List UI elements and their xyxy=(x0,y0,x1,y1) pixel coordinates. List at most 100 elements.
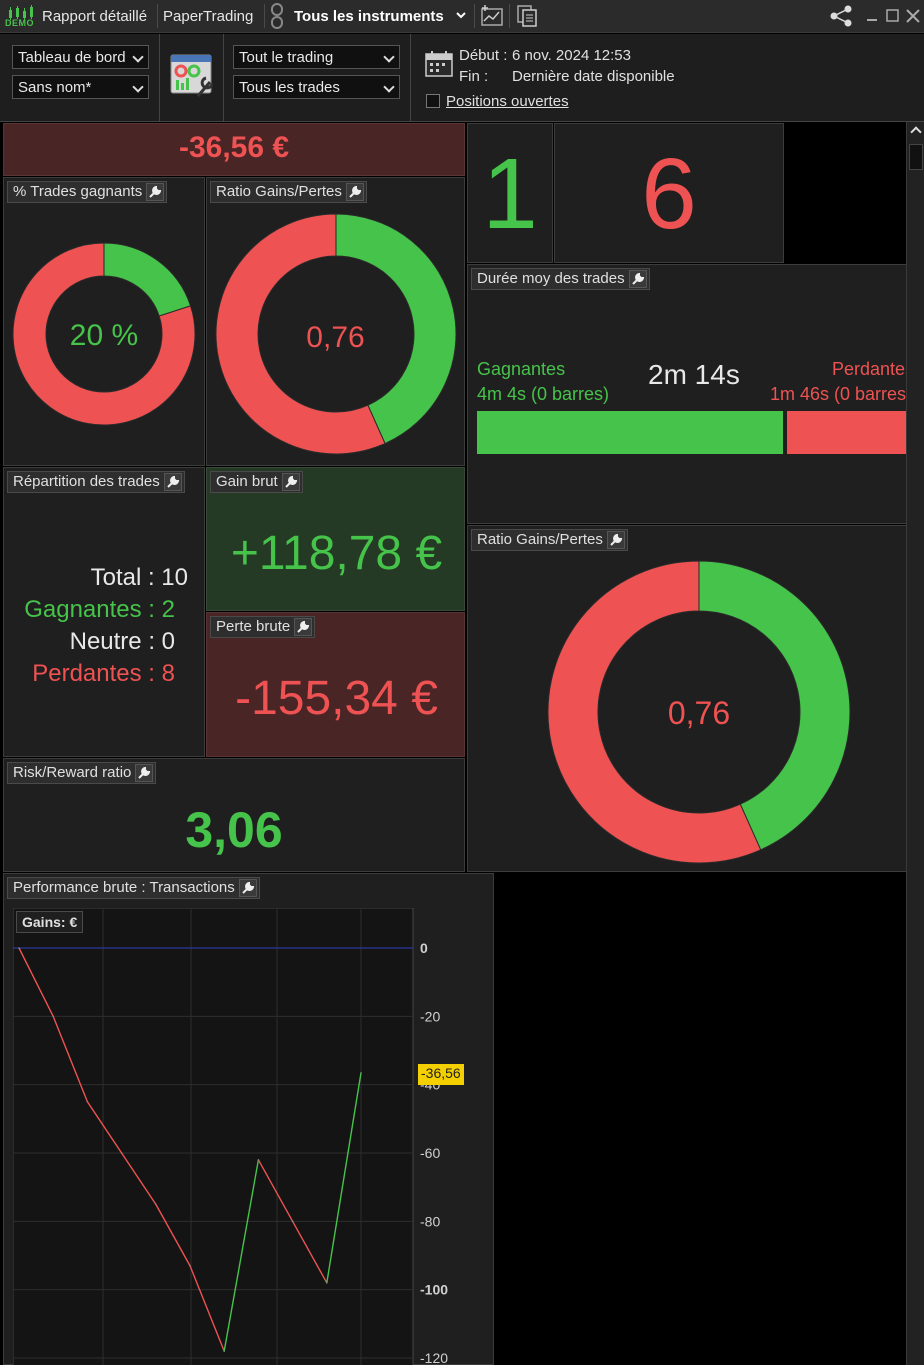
gross-loss-value: -155,34 € xyxy=(235,672,438,725)
wrench-icon[interactable] xyxy=(135,764,154,782)
data-point xyxy=(120,1152,123,1154)
ratio-small-donut xyxy=(215,213,457,455)
win-pct-loss-slice xyxy=(12,242,196,426)
line-segment xyxy=(257,1159,294,1222)
ratio-big-loss-slice xyxy=(547,560,762,864)
ratio-big-value: 0,76 xyxy=(667,695,731,731)
duration-loss-bar xyxy=(787,411,907,454)
line-segment xyxy=(86,1101,123,1154)
win-percentage-donut xyxy=(12,242,196,426)
trades-filter-select[interactable]: Tous les trades xyxy=(233,75,400,99)
panel-title-text: Perte brute xyxy=(216,618,291,635)
share-icon[interactable] xyxy=(828,4,856,28)
separator xyxy=(157,4,158,28)
duration-average: 2m 14s xyxy=(648,359,740,390)
open-positions-link[interactable]: Positions ouvertes xyxy=(446,93,569,110)
risk-reward-panel: Risk/Reward ratio 3,06 xyxy=(3,758,465,872)
data-point xyxy=(18,947,20,949)
wrench-icon[interactable] xyxy=(146,183,165,201)
gross-gain-value: +118,78 € xyxy=(230,527,443,580)
wrench-icon[interactable] xyxy=(628,270,647,288)
demo-label: DEMO xyxy=(5,18,34,28)
maximize-icon[interactable] xyxy=(886,9,899,22)
winning-count-panel: 1 xyxy=(467,123,553,263)
calendar-icon[interactable] xyxy=(424,49,454,79)
gross-loss-panel: Perte brute -155,34 € xyxy=(206,612,465,757)
avg-duration-panel: Durée moy des trades Gagnantes 4m 4s (0 … xyxy=(467,264,914,524)
ratio-small-loss-slice xyxy=(215,213,386,455)
y-tick-label: -100 xyxy=(420,1282,448,1298)
data-point xyxy=(52,1015,54,1018)
panel-title: Durée moy des trades xyxy=(471,268,650,290)
dashboard-select[interactable]: Tableau de bord xyxy=(12,45,149,69)
data-point xyxy=(223,1350,225,1352)
panel-title-text: Ratio Gains/Pertes xyxy=(477,531,603,548)
wrench-icon[interactable] xyxy=(606,531,625,549)
separator xyxy=(474,4,475,28)
trading-scope-select[interactable]: Tout le trading xyxy=(233,45,400,69)
instruments-dropdown[interactable]: Tous les instruments xyxy=(294,8,444,25)
data-point xyxy=(257,1159,260,1161)
performance-chart[interactable]: 0-20-40-60-80-100-120 xyxy=(13,908,491,1365)
start-date-label: Début : xyxy=(459,47,508,64)
duration-loss-label: Perdantes xyxy=(832,359,915,379)
layout-name-value: Sans nom* xyxy=(18,79,92,96)
wrench-icon[interactable] xyxy=(281,473,300,491)
tab-rapport-detaille[interactable]: Rapport détaillé xyxy=(42,8,148,25)
line-segment xyxy=(223,1159,260,1352)
chevron-down-icon[interactable] xyxy=(456,12,466,20)
data-point xyxy=(155,1203,157,1206)
add-chart-icon[interactable] xyxy=(479,3,505,29)
losing-count-value: 6 xyxy=(641,138,697,250)
trading-scope-value: Tout le trading xyxy=(239,49,334,66)
wrench-icon[interactable] xyxy=(238,879,257,897)
link-chain-icon[interactable] xyxy=(268,3,286,29)
start-date-value[interactable]: 6 nov. 2024 12:53 xyxy=(512,47,631,64)
separator xyxy=(410,34,411,122)
trade-distribution-panel: Répartition des trades Total : 10 Gagnan… xyxy=(3,467,205,757)
panel-title: Répartition des trades xyxy=(7,471,185,493)
current-value-marker: -36,56 xyxy=(418,1064,464,1085)
ratio-big-panel: Ratio Gains/Pertes 0,76 xyxy=(467,525,907,872)
trades-filter-value: Tous les trades xyxy=(239,79,340,96)
line-segment xyxy=(189,1265,225,1352)
distribution-neutral: Neutre : 0 xyxy=(69,628,175,655)
scroll-thumb[interactable] xyxy=(909,144,923,170)
ratio-big-donut xyxy=(547,560,851,864)
wrench-icon[interactable] xyxy=(345,183,364,201)
winning-count-value: 1 xyxy=(482,138,538,250)
dashboard-select-value: Tableau de bord xyxy=(18,49,126,66)
scroll-up-icon[interactable] xyxy=(910,126,922,138)
tab-papertrading[interactable]: PaperTrading xyxy=(163,8,254,25)
open-positions-checkbox[interactable] xyxy=(426,94,440,108)
panel-title: Gain brut xyxy=(210,471,303,493)
panel-title-text: Répartition des trades xyxy=(13,473,160,490)
document-icon[interactable] xyxy=(514,3,540,29)
panel-title: Perte brute xyxy=(210,616,316,638)
vertical-scrollbar[interactable] xyxy=(906,122,924,1365)
performance-panel: Performance brute : Transactions 0-20-40… xyxy=(3,873,494,1365)
chevron-down-icon xyxy=(132,81,144,93)
data-point xyxy=(360,1072,362,1074)
line-segment xyxy=(155,1203,191,1267)
ratio-small-panel: Ratio Gains/Pertes 0,76 xyxy=(206,177,465,466)
line-segment xyxy=(18,947,54,1017)
y-tick-label: 0 xyxy=(420,940,428,956)
chevron-down-icon xyxy=(383,51,395,63)
ratio-small-value: 0,76 xyxy=(306,321,365,354)
layout-name-select[interactable]: Sans nom* xyxy=(12,75,149,99)
y-tick-label: -60 xyxy=(420,1145,440,1161)
wrench-icon[interactable] xyxy=(294,618,313,636)
panel-title: Ratio Gains/Pertes xyxy=(210,181,367,203)
end-date-value[interactable]: Dernière date disponible xyxy=(512,68,675,85)
panel-title-text: Durée moy des trades xyxy=(477,270,625,287)
close-icon[interactable] xyxy=(906,9,920,23)
dashboard-settings-icon[interactable] xyxy=(168,52,216,100)
panel-title: Performance brute : Transactions xyxy=(7,877,260,899)
y-tick-label: -80 xyxy=(420,1213,440,1229)
separator xyxy=(159,34,160,122)
panel-title-text: Ratio Gains/Pertes xyxy=(216,183,342,200)
net-result-value: -36,56 € xyxy=(178,131,290,164)
wrench-icon[interactable] xyxy=(163,473,182,491)
minimize-icon[interactable] xyxy=(866,10,878,22)
